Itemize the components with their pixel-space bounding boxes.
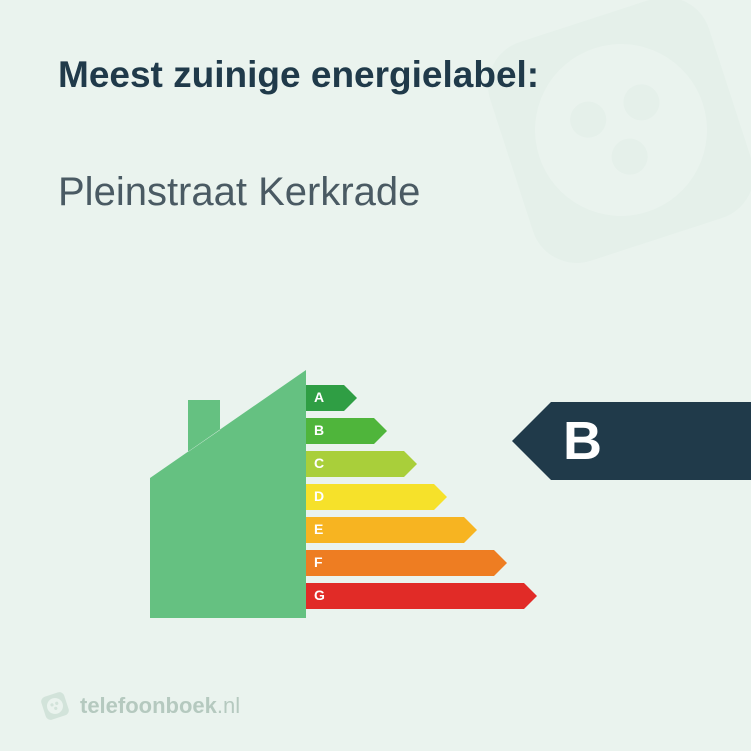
bar-label: F (314, 554, 323, 570)
energy-bars: A B C D E F G (306, 385, 537, 616)
bar-label: E (314, 521, 323, 537)
energy-bar-a: A (306, 385, 537, 411)
footer-logo-icon (40, 691, 70, 721)
bar-label: B (314, 422, 324, 438)
badge-body: B (551, 402, 751, 480)
footer-brand-thin: .nl (217, 693, 240, 718)
footer-brand: telefoonboek.nl (80, 693, 240, 719)
bar-shape (306, 484, 447, 510)
energy-bar-f: F (306, 550, 537, 576)
page-subtitle: Pleinstraat Kerkrade (58, 170, 420, 215)
page-title: Meest zuinige energielabel: (58, 54, 539, 96)
header: Meest zuinige energielabel: (58, 54, 539, 96)
bar-shape (306, 517, 477, 543)
bar-label: G (314, 587, 325, 603)
footer-brand-bold: telefoonboek (80, 693, 217, 718)
badge-arrow (512, 402, 551, 480)
bar-shape (306, 583, 537, 609)
selected-label-badge: B (512, 402, 751, 480)
house-icon (138, 370, 306, 618)
bar-label: A (314, 389, 324, 405)
energy-bar-e: E (306, 517, 537, 543)
watermark-icon (451, 0, 751, 300)
bar-label: D (314, 488, 324, 504)
energy-bar-c: C (306, 451, 537, 477)
selected-letter: B (563, 410, 602, 472)
energy-bar-g: G (306, 583, 537, 609)
bar-label: C (314, 455, 324, 471)
energy-bar-d: D (306, 484, 537, 510)
bar-shape (306, 550, 507, 576)
energy-bar-b: B (306, 418, 537, 444)
footer: telefoonboek.nl (40, 691, 240, 721)
